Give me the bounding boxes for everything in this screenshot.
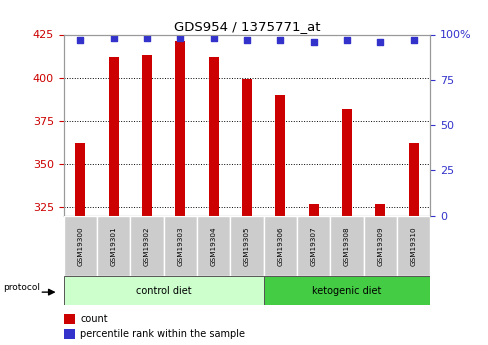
Text: protocol: protocol (3, 283, 40, 292)
FancyBboxPatch shape (63, 216, 97, 276)
Point (76, 37, 84, 43)
Bar (375, 204, 385, 216)
Bar (341, 109, 351, 216)
FancyBboxPatch shape (63, 276, 263, 305)
Point (409, 37, 417, 43)
Point (343, 37, 350, 43)
Point (109, 35, 117, 41)
FancyBboxPatch shape (97, 216, 130, 276)
Point (309, 39, 317, 45)
Bar (75, 143, 85, 216)
Bar (108, 57, 118, 216)
Text: GSM19304: GSM19304 (210, 226, 216, 266)
Bar (175, 41, 185, 216)
FancyBboxPatch shape (163, 216, 197, 276)
Text: GSM19306: GSM19306 (277, 226, 283, 266)
FancyBboxPatch shape (197, 216, 230, 276)
Text: GSM19300: GSM19300 (77, 226, 83, 266)
Bar (208, 57, 218, 216)
Text: control diet: control diet (136, 286, 191, 296)
Text: percentile rank within the sample: percentile rank within the sample (80, 329, 244, 339)
Text: GSM19310: GSM19310 (410, 226, 416, 266)
Point (243, 37, 250, 43)
FancyBboxPatch shape (363, 216, 396, 276)
Text: ketogenic diet: ketogenic diet (312, 286, 381, 296)
Bar (142, 55, 152, 216)
Bar (63, 329, 74, 339)
Text: GSM19303: GSM19303 (177, 226, 183, 266)
Bar (308, 204, 318, 216)
Text: GSM19305: GSM19305 (244, 226, 249, 266)
FancyBboxPatch shape (230, 216, 263, 276)
FancyBboxPatch shape (263, 276, 429, 305)
Text: count: count (80, 314, 107, 324)
Point (209, 35, 217, 41)
Point (176, 35, 184, 41)
Point (142, 35, 150, 41)
Text: GSM19302: GSM19302 (143, 226, 150, 266)
FancyBboxPatch shape (130, 216, 163, 276)
Text: GSM19309: GSM19309 (377, 226, 383, 266)
Bar (408, 143, 418, 216)
Title: GDS954 / 1375771_at: GDS954 / 1375771_at (173, 20, 320, 33)
FancyBboxPatch shape (263, 216, 296, 276)
FancyBboxPatch shape (329, 216, 363, 276)
FancyBboxPatch shape (296, 216, 329, 276)
Bar (242, 79, 251, 216)
Bar (275, 95, 285, 216)
Text: GSM19308: GSM19308 (343, 226, 349, 266)
Point (276, 37, 284, 43)
Text: GSM19301: GSM19301 (110, 226, 116, 266)
Text: GSM19307: GSM19307 (310, 226, 316, 266)
FancyBboxPatch shape (396, 216, 429, 276)
Point (376, 39, 384, 45)
Bar (63, 314, 74, 324)
